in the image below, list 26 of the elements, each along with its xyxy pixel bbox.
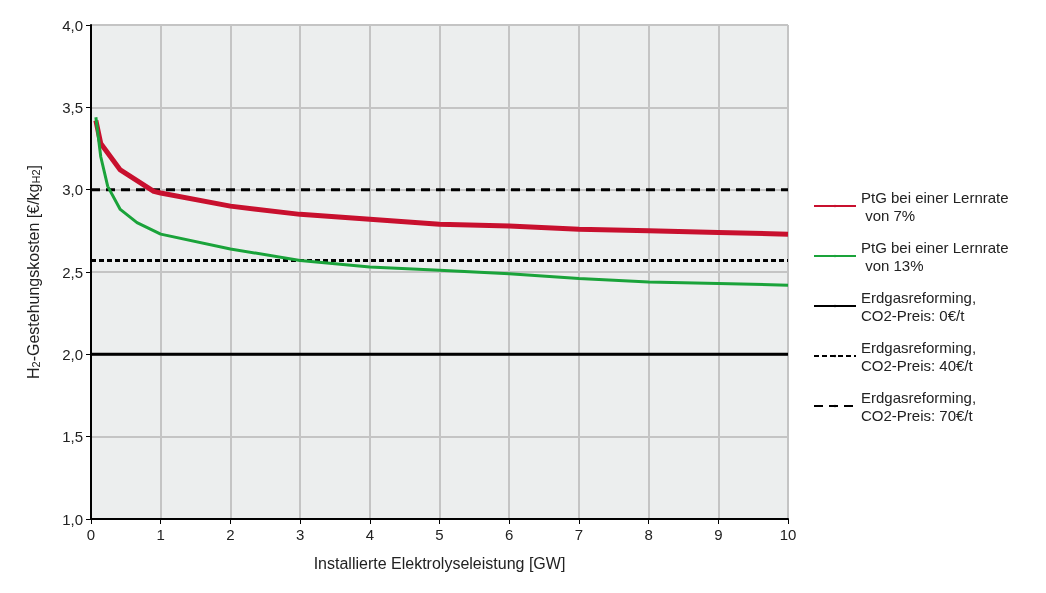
x-tick-label: 2 xyxy=(226,526,235,543)
x-tick-label: 1 xyxy=(156,526,165,543)
x-tick-label: 4 xyxy=(365,526,374,543)
x-tick-label: 8 xyxy=(644,526,653,543)
x-tick-label: 5 xyxy=(435,526,444,543)
x-tick-label: 6 xyxy=(505,526,514,543)
y-axis-title: H2-Gestehungskosten [€/kgH2] xyxy=(24,164,42,380)
x-tick-label: 0 xyxy=(86,526,96,543)
x-tick-label: 7 xyxy=(574,526,584,543)
x-axis-title: Installierte Elektrolyseleistung [GW] xyxy=(313,554,566,572)
legend-label: Erdgasreforming, CO2-Preis: 40€/t xyxy=(861,338,981,374)
line-series xyxy=(94,115,790,287)
legend-label: PtG bei einer Lernrate von 7% xyxy=(861,188,1009,224)
y-tick-label: 1,5 xyxy=(62,428,83,446)
y-tick-label: 4,0 xyxy=(62,16,83,34)
x-tick-label: 10 xyxy=(779,526,797,543)
y-tick-label: 3,5 xyxy=(62,98,83,116)
legend-label: PtG bei einer Lernrate von 13% xyxy=(861,238,1009,274)
y-tick-label: 1,0 xyxy=(62,510,83,528)
legend-label: Erdgasreforming, CO2-Preis: 70€/t xyxy=(861,388,981,424)
legend-label: Erdgasreforming, CO2-Preis: 0€/t xyxy=(861,288,981,324)
y-tick-label: 2,5 xyxy=(62,263,83,281)
y-tick-label: 2,0 xyxy=(62,345,83,363)
x-tick-label: 3 xyxy=(295,526,305,543)
x-tick-label: 9 xyxy=(714,526,723,543)
y-tick-label: 3,0 xyxy=(62,181,83,199)
